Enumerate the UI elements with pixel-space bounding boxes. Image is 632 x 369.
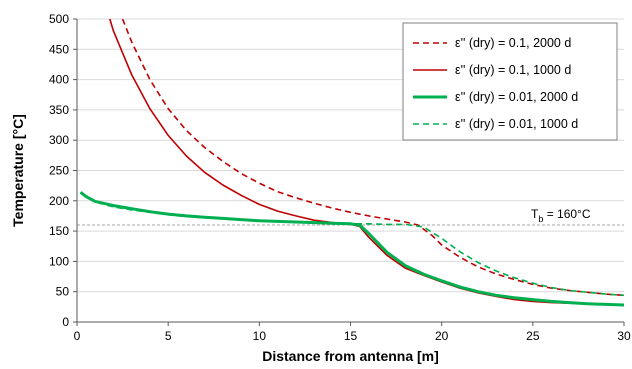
y-tick-label-7: 350 [49,103,69,117]
reference-label-sub: b [538,214,543,224]
y-tick-label-0: 0 [62,315,69,329]
legend-label-1: ε'' (dry) = 0.1, 1000 d [455,63,571,77]
y-tick-label-9: 450 [49,42,69,56]
x-axis-label: Distance from antenna [m] [262,348,439,364]
series-line-2 [79,191,625,307]
reference-line-label: Tb = 160°C [531,207,591,224]
y-tick-label-1: 50 [56,285,70,299]
x-tick-label-4: 20 [435,329,449,343]
tick-labels: 0 50 100 150 200 250 300 350 400 450 500 0 5 10 15 20 25… [49,12,631,343]
reference-label-rest: = 160°C [543,207,590,221]
legend-label-0: ε'' (dry) = 0.1, 2000 d [455,36,571,50]
y-tick-label-10: 500 [49,12,69,26]
legend: ε'' (dry) = 0.1, 2000 d ε'' (dry) = 0.1, … [402,22,618,141]
x-tick-label-0: 0 [74,329,81,343]
y-tick-label-5: 250 [49,164,69,178]
y-tick-label-3: 150 [49,224,69,238]
series-line-0 [121,18,625,297]
y-tick-label-2: 100 [49,254,69,268]
y-tick-label-4: 200 [49,194,69,208]
y-axis-label: Temperature [°C] [10,114,26,227]
x-tick-label-1: 5 [165,329,172,343]
legend-label-2: ε'' (dry) = 0.01, 2000 d [455,90,578,104]
y-tick-label-6: 300 [49,133,69,147]
x-tick-label-2: 10 [253,329,267,343]
x-tick-label-3: 15 [344,329,358,343]
series-lines [79,18,625,307]
x-tick-label-5: 25 [526,329,540,343]
x-tick-label-6: 30 [617,329,631,343]
reference-label-main: T [531,207,539,221]
y-tick-label-8: 400 [49,73,69,87]
legend-label-3: ε'' (dry) = 0.01, 1000 d [455,117,578,131]
